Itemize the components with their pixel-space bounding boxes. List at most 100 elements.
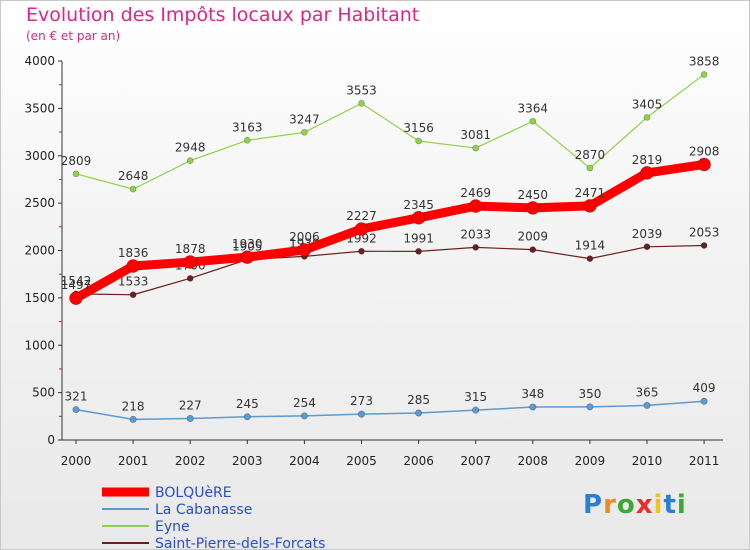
data-label: 2471	[575, 186, 606, 200]
data-label: 1905	[232, 240, 263, 254]
data-point	[301, 129, 308, 136]
series-line	[75, 400, 705, 421]
data-label: 1878	[175, 242, 206, 256]
data-point	[586, 164, 594, 172]
y-tick-label: 1500	[24, 291, 55, 305]
x-tick-label: 2001	[118, 454, 149, 468]
data-point	[472, 244, 480, 251]
data-label: 2227	[346, 209, 377, 223]
data-point	[586, 255, 594, 262]
legend-label: BOLQUèRE	[155, 485, 232, 501]
data-label: 3364	[518, 101, 549, 115]
data-point	[411, 211, 426, 225]
data-label: 3163	[232, 120, 263, 134]
data-label: 285	[407, 393, 430, 407]
legend-label: Saint-Pierre-dels-Forcats	[155, 536, 325, 550]
x-tick-label: 2008	[518, 454, 549, 468]
data-label: 3156	[403, 121, 434, 135]
data-point	[72, 170, 80, 178]
data-label: 2908	[689, 144, 720, 158]
x-tick-label: 2007	[460, 454, 491, 468]
data-label: 3247	[289, 112, 320, 126]
data-label: 245	[236, 397, 259, 411]
data-point	[640, 166, 654, 180]
data-label: 2870	[575, 148, 606, 162]
data-point	[700, 397, 708, 405]
data-label: 350	[578, 387, 601, 401]
data-point	[243, 413, 251, 421]
data-point	[357, 410, 365, 418]
data-point	[415, 409, 423, 417]
logo-letter: P	[583, 490, 604, 520]
data-point	[700, 71, 708, 78]
data-point	[415, 248, 422, 255]
legend-item: Eyne	[102, 519, 190, 535]
x-tick-label: 2010	[632, 454, 663, 468]
y-tick-label: 500	[32, 386, 55, 400]
data-label: 3081	[460, 128, 491, 142]
legend-item: Saint-Pierre-dels-Forcats	[102, 536, 325, 550]
data-label: 1991	[403, 231, 434, 245]
y-tick-label: 4000	[24, 54, 55, 68]
data-point	[126, 259, 140, 273]
data-point	[354, 222, 369, 236]
series-layer: 2809 2648 2948 3163 3247 3553 3156 3081 3364 2870…	[61, 54, 720, 423]
data-point	[529, 246, 537, 253]
y-tick-label: 2500	[24, 196, 55, 210]
data-point	[129, 415, 137, 423]
data-label: 2009	[518, 230, 549, 244]
data-label: 2039	[632, 227, 663, 241]
data-label: 1930	[232, 237, 263, 251]
legend-label: La Cabanasse	[155, 502, 252, 518]
data-point	[358, 100, 365, 107]
data-label: 3858	[689, 54, 720, 68]
data-label: 321	[65, 390, 88, 404]
data-label: 2648	[118, 169, 149, 183]
data-label: 2006	[289, 230, 320, 244]
data-label: 227	[179, 398, 202, 412]
x-tick-label: 2000	[61, 454, 92, 468]
data-point	[244, 137, 251, 144]
data-point	[72, 406, 80, 414]
logo-letter: t	[663, 490, 677, 520]
data-label: 2033	[460, 227, 491, 241]
chart-subtitle: (en € et par an)	[26, 29, 121, 43]
data-point	[697, 157, 711, 172]
data-point	[700, 242, 708, 249]
y-tick-label: 0	[47, 433, 55, 447]
data-point	[643, 401, 651, 409]
data-label: 315	[464, 390, 487, 404]
data-label: 218	[122, 399, 145, 413]
legend-label: Eyne	[155, 519, 190, 535]
data-point	[529, 403, 537, 411]
data-label: 2948	[175, 141, 206, 155]
x-tick-label: 2011	[689, 454, 720, 468]
proxiti-logo: Proxiti	[583, 490, 687, 520]
data-point	[358, 247, 365, 255]
x-tick-label: 2004	[289, 454, 320, 468]
data-point	[240, 250, 255, 264]
series-line	[71, 159, 709, 303]
data-point	[472, 144, 480, 152]
series-line	[75, 244, 705, 296]
data-point	[297, 243, 312, 257]
data-point	[643, 243, 651, 251]
y-tick-label: 3000	[24, 149, 55, 163]
data-label: 2345	[403, 198, 434, 212]
data-label: 3553	[346, 83, 377, 97]
logo-letter: i	[676, 490, 687, 520]
x-tick-label: 2003	[232, 454, 263, 468]
data-label: 1542	[61, 274, 92, 288]
series-la-cabanasse: 321 218 227 245 254 273 285 315 348 350 365 409	[65, 381, 716, 423]
data-label: 2469	[460, 186, 491, 200]
data-label: 1836	[118, 246, 149, 260]
data-point	[129, 185, 137, 193]
data-label: 409	[693, 381, 716, 395]
y-tick-label: 3500	[24, 101, 55, 115]
data-label: 2053	[689, 225, 720, 239]
y-tick-label: 2000	[24, 244, 55, 258]
axes: 0 500 1000 1500 2000 2500 3000 3500 4000 2000 2001…	[24, 54, 723, 468]
data-point	[186, 414, 194, 422]
data-label: 2809	[61, 154, 92, 168]
